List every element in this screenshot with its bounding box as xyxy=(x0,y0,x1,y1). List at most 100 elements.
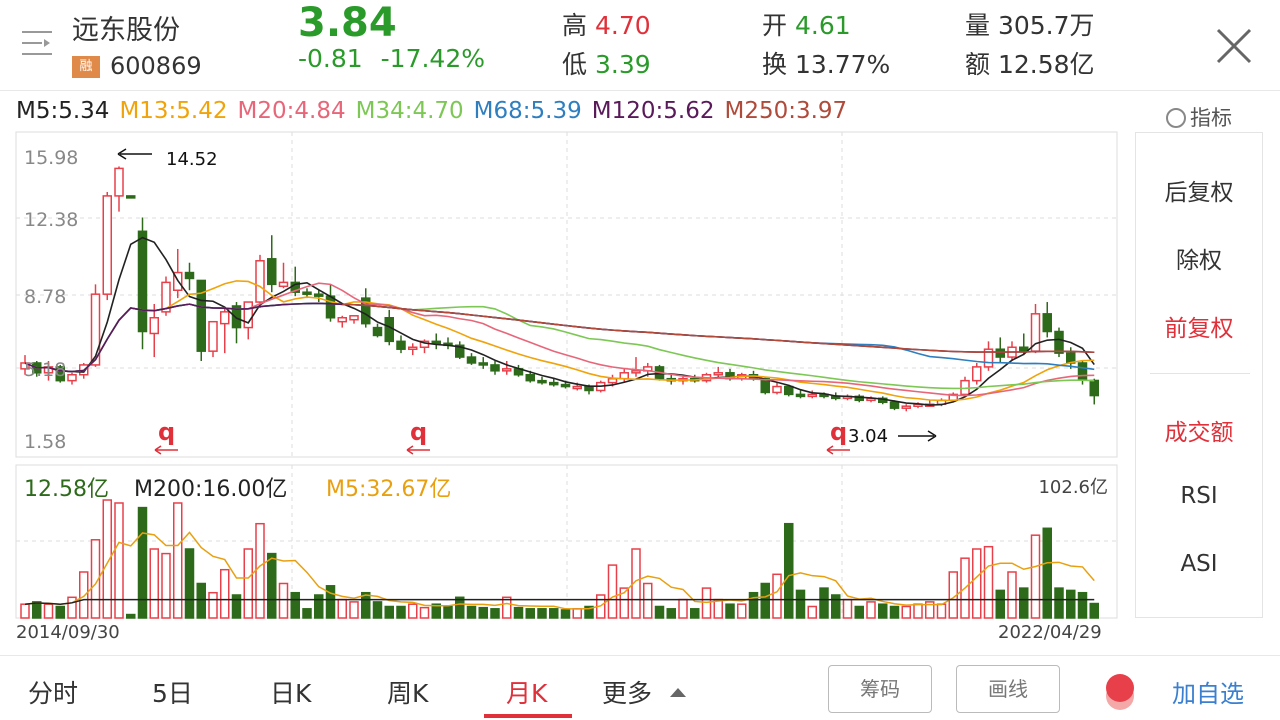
close-icon[interactable] xyxy=(1216,28,1252,68)
divider xyxy=(0,655,1280,656)
indicator-label: 指标 xyxy=(1190,106,1232,130)
volume-bar xyxy=(936,603,947,619)
tab-monthly-k[interactable]: 月K xyxy=(506,679,548,708)
y-tick: 12.38 xyxy=(24,209,78,231)
candle xyxy=(631,357,641,377)
y-tick: 15.98 xyxy=(24,147,78,169)
low-stat: 低 3.39 xyxy=(562,45,651,81)
candle xyxy=(314,290,324,303)
volume-bar xyxy=(419,606,430,619)
volume-bar xyxy=(337,598,347,619)
volume-bar xyxy=(20,603,30,619)
event-marker[interactable]: q xyxy=(826,418,850,455)
candle xyxy=(67,372,77,385)
menu-icon[interactable] xyxy=(22,30,56,56)
volume-bar xyxy=(537,608,547,619)
candle xyxy=(137,217,148,350)
svg-text:14.52: 14.52 xyxy=(166,149,218,170)
ma13-label: M13:5.42 xyxy=(119,98,228,124)
volume-bar xyxy=(267,552,277,619)
side-item-rsi[interactable]: RSI xyxy=(1180,483,1218,509)
ma5-line xyxy=(24,236,1095,406)
volume-bar xyxy=(325,585,336,619)
volume-bar xyxy=(643,582,653,619)
svg-text:3.04: 3.04 xyxy=(848,426,888,447)
volume-bar xyxy=(666,608,676,619)
volume-bar xyxy=(995,589,1005,619)
volume-bar xyxy=(349,601,359,619)
candle xyxy=(431,333,441,350)
tab-weekly-k[interactable]: 周K xyxy=(387,679,429,708)
volume-bar xyxy=(972,548,982,619)
volume-bar xyxy=(607,564,618,619)
ma120-label: M120:5.62 xyxy=(591,98,715,124)
volume-bar xyxy=(748,591,759,619)
indicator-button[interactable]: 指标 xyxy=(1166,102,1232,132)
event-marker[interactable]: q xyxy=(406,418,430,455)
volume-bar xyxy=(231,594,242,619)
side-item-amount[interactable]: 成交额 xyxy=(1164,420,1234,446)
volume-bar xyxy=(184,548,195,619)
volume-bar xyxy=(1007,571,1017,619)
side-item-asi[interactable]: ASI xyxy=(1180,551,1218,577)
volume-bar xyxy=(913,603,923,619)
kline-chart[interactable]: 15.98 12.38 8.78 5.18 1.58 14.52 3.04 q … xyxy=(0,0,1130,650)
tab-intraday[interactable]: 分时 xyxy=(28,679,79,708)
high-label: 高 xyxy=(562,11,588,40)
tab-5day[interactable]: 5日 xyxy=(152,679,193,708)
volume-bar xyxy=(760,582,770,619)
end-date: 2022/04/29 xyxy=(998,622,1102,643)
volume-bar xyxy=(408,603,418,619)
turnover-stat: 换 13.77% xyxy=(762,45,890,81)
active-tab-indicator xyxy=(484,714,572,718)
add-watchlist-button[interactable]: 加自选 xyxy=(1172,680,1244,708)
candle xyxy=(983,341,994,371)
volume-stat: 量 305.7万 xyxy=(965,6,1095,42)
candle xyxy=(478,357,488,369)
vol-max-label: 102.6亿 xyxy=(1038,477,1108,498)
tab-more[interactable]: 更多 xyxy=(602,674,686,710)
svg-text:q: q xyxy=(158,418,175,446)
volume-bar xyxy=(713,598,723,619)
candle xyxy=(502,360,512,375)
volume-bar xyxy=(55,605,65,619)
open-value: 4.61 xyxy=(794,11,851,40)
low-label: 低 xyxy=(562,50,588,79)
side-item-forward-adjust[interactable]: 前复权 xyxy=(1164,316,1234,342)
volume-bar xyxy=(490,608,500,619)
volume-bar xyxy=(361,591,371,619)
candle xyxy=(255,254,265,308)
candle xyxy=(102,191,112,301)
candle xyxy=(372,323,383,338)
candle xyxy=(419,339,430,354)
event-marker[interactable]: q xyxy=(154,418,178,455)
caret-up-icon xyxy=(669,688,686,697)
ma68-line xyxy=(24,302,1095,373)
side-item-ex-rights[interactable]: 除权 xyxy=(1176,248,1222,274)
volume-bar xyxy=(478,606,488,619)
record-dot-icon[interactable] xyxy=(1106,674,1134,702)
price-change: -0.81 -17.42% xyxy=(298,44,485,73)
ma250-line xyxy=(342,303,1095,354)
candle xyxy=(337,315,347,328)
volume-bar xyxy=(831,594,841,619)
volume-bar xyxy=(878,603,888,619)
volume-bar xyxy=(466,605,477,619)
volume-bar xyxy=(372,601,383,619)
side-item-backward-adjust[interactable]: 后复权 xyxy=(1164,180,1234,206)
volume-bar xyxy=(1042,527,1052,619)
volume-bar xyxy=(584,605,594,619)
chips-button[interactable]: 筹码 xyxy=(828,665,932,713)
ma5-label: M5:5.34 xyxy=(16,98,110,124)
ma-legend: M5:5.34 M13:5.42 M20:4.84 M34:4.70 M68:5.39 M… xyxy=(16,98,857,124)
turnover-value: 13.77% xyxy=(794,50,891,79)
candle xyxy=(208,320,218,358)
tab-daily-k[interactable]: 日K xyxy=(270,679,312,708)
volume-bar xyxy=(901,605,911,619)
volume-bar xyxy=(889,605,900,619)
draw-line-button[interactable]: 画线 xyxy=(956,665,1060,713)
ma20-label: M20:4.84 xyxy=(237,98,346,124)
candle xyxy=(513,364,524,377)
volume-bar xyxy=(90,539,101,619)
volume-bar xyxy=(983,545,994,619)
